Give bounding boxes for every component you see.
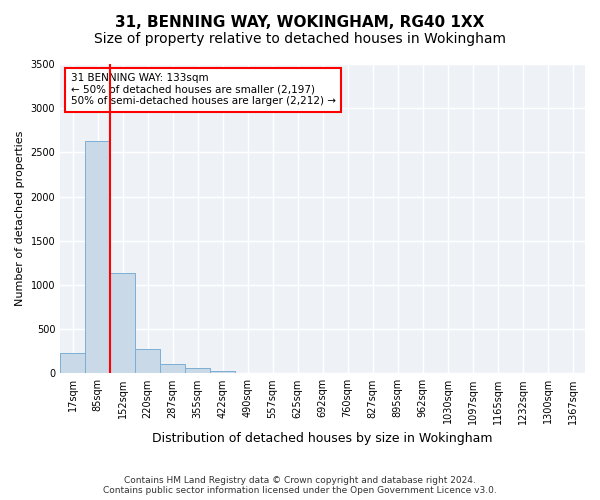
Text: Size of property relative to detached houses in Wokingham: Size of property relative to detached ho… bbox=[94, 32, 506, 46]
Bar bbox=[185, 368, 210, 374]
Bar bbox=[85, 141, 110, 374]
Bar bbox=[135, 350, 160, 374]
Text: 31 BENNING WAY: 133sqm
← 50% of detached houses are smaller (2,197)
50% of semi-: 31 BENNING WAY: 133sqm ← 50% of detached… bbox=[71, 74, 335, 106]
Text: Contains HM Land Registry data © Crown copyright and database right 2024.
Contai: Contains HM Land Registry data © Crown c… bbox=[103, 476, 497, 495]
Bar bbox=[210, 371, 235, 374]
Bar bbox=[110, 274, 135, 374]
Y-axis label: Number of detached properties: Number of detached properties bbox=[15, 131, 25, 306]
Bar bbox=[60, 353, 85, 374]
Text: 31, BENNING WAY, WOKINGHAM, RG40 1XX: 31, BENNING WAY, WOKINGHAM, RG40 1XX bbox=[115, 15, 485, 30]
Bar bbox=[160, 364, 185, 374]
X-axis label: Distribution of detached houses by size in Wokingham: Distribution of detached houses by size … bbox=[152, 432, 493, 445]
